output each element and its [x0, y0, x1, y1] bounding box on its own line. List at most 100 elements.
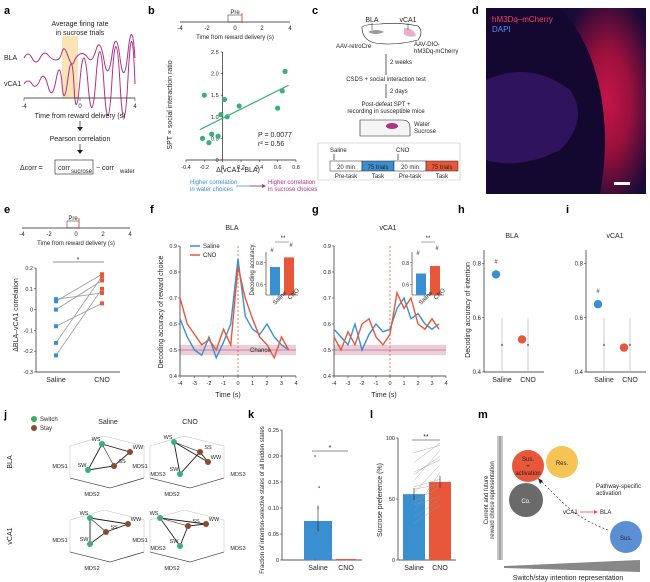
inset-g-bar-saline: [416, 273, 426, 295]
i-title: vCA1: [606, 233, 623, 240]
g-inset-hash-cno: #: [435, 246, 439, 252]
panel-b: b Pre -4 -2 0 2 4 Time from reward deliv…: [148, 5, 317, 193]
j-row-bla: BLA: [7, 455, 14, 469]
panel-g: g vCA1 0.4 0.5 0.6 0.7 0.8 0.9 -4 -3 -2 -1 0 1 2 3 4 T…: [312, 204, 448, 399]
panel-g-letter: g: [312, 204, 319, 216]
m-res: Res.: [556, 461, 569, 467]
b-ytick-label: 2.5: [211, 50, 219, 56]
c-block-label: 20 min: [337, 165, 355, 171]
plot-g-ytick-label: 0.9: [323, 244, 331, 250]
k-data-point: [314, 455, 316, 457]
a-title-line2: in sucrose trials: [56, 30, 105, 37]
inset-g-bar-cno: [430, 265, 440, 295]
plot-f-ytick-label: 0.9: [169, 244, 177, 250]
l-pair-line: [413, 456, 441, 475]
m-sus-act-2: +: [526, 464, 530, 470]
j-row-vca1: vCA1: [7, 527, 14, 544]
plot-f-series-cno: [179, 266, 290, 360]
j-mds-state-label: WW: [131, 517, 142, 523]
f-legend-saline: Saline: [203, 244, 220, 250]
f-ylabel: Decoding accuracy of reward choice: [158, 255, 165, 368]
b-right-note-2: in sucrose choices: [268, 187, 317, 193]
j-mds-axis-label: MDS2: [164, 566, 179, 572]
l-ylabel: Sucrose preference (%): [377, 463, 384, 537]
k-ytick-label: 0.20: [268, 454, 279, 460]
k-bar-plot: 0 0.05 0.10 0.15 0.20 0.25 Saline CNO: [268, 428, 362, 572]
plot-i-ytick-label: 0.4: [575, 370, 584, 376]
plot-f-xtick-label: 3: [280, 381, 283, 387]
c-virus-left: AAV-retroCre: [336, 44, 372, 50]
e-saline-point: [54, 307, 58, 312]
j-mds-axis-label: MDS2: [164, 492, 179, 498]
m-vca1: vCA1: [563, 510, 578, 516]
j-mds-state-label: WS: [80, 511, 89, 517]
e-pair-line: [55, 273, 103, 302]
b-right-note-1: Higher correlation: [268, 180, 315, 186]
plot-h-ytick-label: 0.8: [473, 262, 482, 268]
panel-l-letter: l: [370, 409, 373, 421]
m-sus-act-3: activation: [515, 471, 540, 477]
j-mds-axis-line: [109, 551, 145, 563]
j-mds-state-label: WS: [164, 435, 173, 441]
j-mds-axis-label: MDS2: [84, 566, 99, 572]
e-pair-line: [55, 288, 103, 356]
plot-g-xtick-label: 1: [402, 381, 405, 387]
k-ylabel: Fraction of intention-selective states o…: [260, 426, 266, 573]
b-data-point: [279, 88, 285, 94]
plot-f-xtick-label: 2: [265, 381, 268, 387]
c-vca1-region: [404, 28, 416, 37]
plot-g-xtick-label: -1: [374, 381, 379, 387]
b-data-point: [199, 135, 206, 141]
m-circle-sus: [610, 521, 642, 553]
b-xtick-label: -0.2: [200, 165, 209, 171]
plot-i-point-saline: [593, 300, 603, 309]
b-xtick-label: 0.2: [237, 165, 245, 171]
inset-f-ytick-label: 0.8: [256, 261, 263, 267]
d-label-dapi: DAPI: [492, 25, 511, 34]
k-sig: *: [329, 445, 332, 452]
panel-j-letter: j: [3, 409, 7, 421]
plot-f-xtick-label: 1: [251, 381, 254, 387]
j-mds-axis-label: MDS1: [52, 538, 67, 544]
j-mds-state-dot: [103, 529, 109, 535]
k-ytick-label: 0.05: [268, 532, 279, 538]
b-top-xlabel: Time from reward delivery (s): [196, 35, 274, 41]
b-pre-box: [227, 14, 243, 23]
e-ylabel: ΔBLA–vCA1 correlation: [13, 278, 20, 352]
m-y-wedge: [497, 436, 503, 560]
a-xlabel: Time from reward delivery (s): [35, 113, 126, 120]
panel-d-letter: d: [472, 5, 479, 17]
plot-g-series-cno: [333, 290, 440, 352]
e-sig: *: [77, 257, 80, 264]
e-ytick-label: 0: [30, 308, 33, 314]
l-xcat: Saline: [404, 565, 424, 572]
g-xlabel: Time (s): [371, 392, 396, 399]
c-phase-label: Pre-task: [399, 174, 422, 180]
j-legend-stay-dot: [31, 425, 37, 431]
l-pair-line: [413, 486, 441, 502]
a-arrowhead: [77, 150, 83, 154]
e-pre-box: [66, 220, 80, 229]
m-trajectory-arrow: [539, 479, 609, 531]
j-mds-axis-line: [69, 551, 111, 563]
plot-h-null-mean: [500, 343, 504, 347]
f-xlabel: Time (s): [215, 392, 240, 399]
j-mds-state-label: SS: [192, 519, 200, 525]
l-pair-line: [413, 498, 441, 518]
plot-h-xcat: Saline: [492, 377, 512, 384]
j-mds-axes-box: [149, 435, 225, 489]
j-mds-axis-label: MDS1: [132, 538, 147, 544]
b-top-tick: -4: [177, 26, 183, 32]
panel-k: k 0 0.05 0.10 0.15 0.20 0.25 Saline CNO Fractio…: [248, 409, 362, 574]
k-data-point: [317, 507, 319, 509]
m-xlabel: Switch/stay intention representation: [513, 575, 624, 582]
inset-g-ytick-label: 0.8: [402, 261, 409, 267]
j-mds-state-label: WS: [92, 437, 101, 443]
a-eq-delta: Δcorr =: [20, 165, 43, 172]
a-eq-minus: − corr: [96, 165, 115, 172]
e-cno-point: [100, 278, 104, 283]
b-left-note-1: Higher correlation: [190, 180, 237, 186]
plot-f-ytick-label: 0.6: [169, 322, 177, 328]
e-saline-point: [54, 353, 58, 358]
panel-d: d hM3Dq–mCherry DAPI: [472, 5, 646, 194]
